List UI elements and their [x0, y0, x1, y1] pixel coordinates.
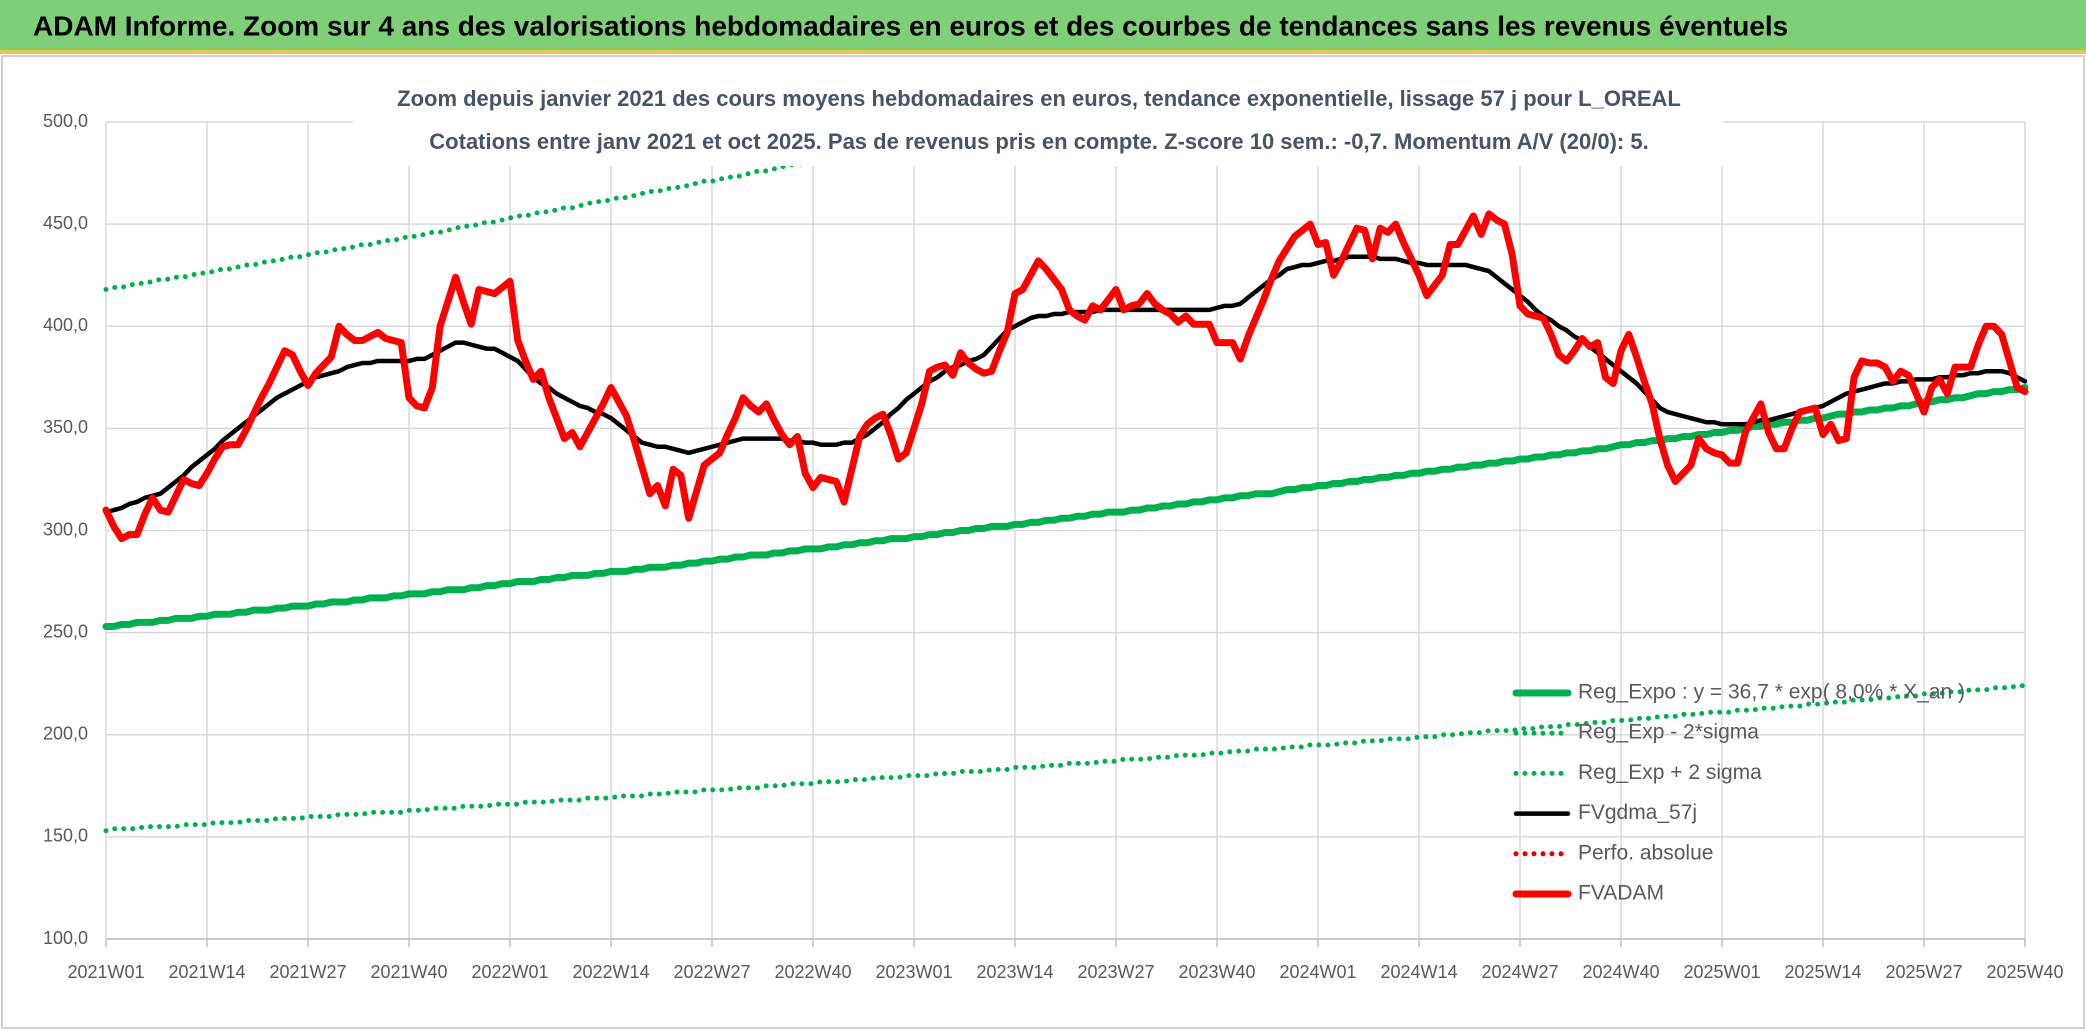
x-tick-label: 2022W40	[774, 962, 851, 982]
x-tick-label: 2025W01	[1683, 962, 1760, 982]
y-tick-label: 150,0	[43, 826, 88, 846]
x-tick-label: 2021W01	[67, 962, 144, 982]
subtitle-box	[353, 76, 1723, 166]
series-line	[102, 384, 2029, 630]
x-tick-label: 2025W40	[1986, 962, 2063, 982]
y-tick-label: 500,0	[43, 111, 88, 131]
y-tick-label: 200,0	[43, 724, 88, 744]
x-tick-label: 2023W01	[875, 962, 952, 982]
x-tick-label: 2022W14	[572, 962, 649, 982]
x-tick-label: 2025W27	[1885, 962, 1962, 982]
legend-label: Perfo. absolue	[1578, 841, 1713, 864]
legend: Reg_Expo : y = 36,7 * exp( 8,0% * X_an )…	[1512, 681, 1965, 905]
legend-label: Reg_Exp + 2 sigma	[1578, 761, 1762, 784]
page-title: ADAM Informe. Zoom sur 4 ans des valoris…	[33, 10, 1788, 41]
legend-label: Reg_Exp - 2*sigma	[1578, 721, 1759, 744]
x-tick-label: 2024W40	[1582, 962, 1659, 982]
x-tick-label: 2023W14	[976, 962, 1053, 982]
plot-lines	[102, 116, 2029, 834]
x-tick-label: 2025W14	[1784, 962, 1861, 982]
x-tick-label: 2021W40	[370, 962, 447, 982]
y-tick-label: 250,0	[43, 621, 88, 641]
y-tick-label: 300,0	[43, 519, 88, 539]
legend-label: FVADAM	[1578, 882, 1664, 905]
series-line	[102, 210, 2029, 543]
legend-label: FVgdma_57j	[1578, 801, 1697, 824]
chart-frame	[1, 55, 2085, 1029]
x-tick-label: 2022W27	[673, 962, 750, 982]
y-tick-label: 100,0	[43, 928, 88, 948]
y-tick-label: 450,0	[43, 213, 88, 233]
y-tick-label: 350,0	[43, 417, 88, 437]
header-bar	[0, 0, 2086, 53]
x-tick-label: 2024W14	[1380, 962, 1457, 982]
chart-subtitle: Zoom depuis janvier 2021 des cours moyen…	[397, 86, 1681, 111]
legend-label: Reg_Expo : y = 36,7 * exp( 8,0% * X_an )	[1578, 681, 1965, 704]
header-accent	[0, 50, 2086, 54]
series-line	[103, 683, 2028, 834]
series-line	[103, 254, 2028, 515]
x-tick-label: 2023W27	[1077, 962, 1154, 982]
x-tick-label: 2022W01	[471, 962, 548, 982]
chart-subtitle: Cotations entre janv 2021 et oct 2025. P…	[429, 129, 1648, 154]
x-tick-label: 2021W27	[269, 962, 346, 982]
x-tick-label: 2023W40	[1178, 962, 1255, 982]
x-tick-label: 2021W14	[168, 962, 245, 982]
x-tick-label: 2024W01	[1279, 962, 1356, 982]
x-tick-label: 2024W27	[1481, 962, 1558, 982]
y-tick-label: 400,0	[43, 315, 88, 335]
